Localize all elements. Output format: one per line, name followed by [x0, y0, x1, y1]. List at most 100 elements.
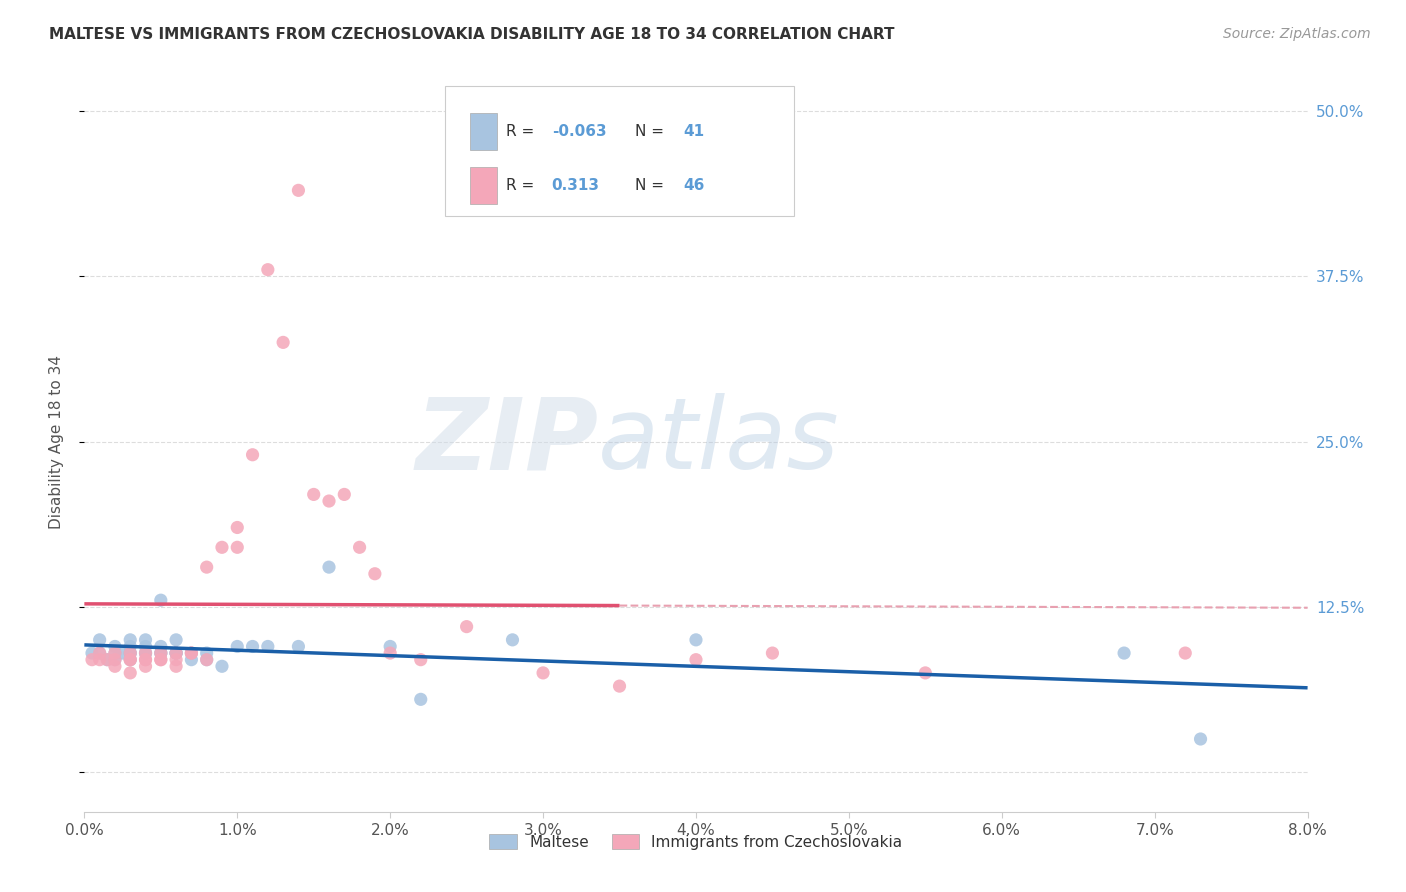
Text: ZIP: ZIP — [415, 393, 598, 490]
Point — [104, 640, 127, 654]
Point — [226, 520, 249, 534]
Point — [333, 487, 356, 501]
Point — [257, 262, 280, 277]
Point — [120, 653, 142, 667]
Point — [165, 646, 187, 660]
Text: 46: 46 — [683, 178, 706, 193]
Point — [149, 640, 172, 654]
Point — [242, 640, 264, 654]
Point — [226, 541, 249, 555]
Point — [120, 646, 142, 660]
Point — [318, 560, 340, 574]
Point — [120, 653, 142, 667]
Point — [211, 541, 233, 555]
Point — [685, 653, 707, 667]
Text: 41: 41 — [683, 124, 704, 139]
Point — [180, 646, 202, 660]
Point — [120, 665, 142, 680]
Point — [409, 653, 432, 667]
FancyBboxPatch shape — [470, 113, 496, 150]
Point — [135, 653, 157, 667]
Point — [409, 692, 432, 706]
Point — [380, 646, 402, 660]
Point — [761, 646, 783, 660]
Point — [135, 646, 157, 660]
Point — [104, 646, 127, 660]
Point — [149, 653, 172, 667]
Point — [271, 335, 294, 350]
Point — [380, 640, 402, 654]
Point — [180, 653, 202, 667]
Point — [104, 646, 127, 660]
FancyBboxPatch shape — [446, 87, 794, 216]
Point — [104, 653, 127, 667]
Point — [364, 566, 387, 581]
Point — [165, 646, 187, 660]
Text: atlas: atlas — [598, 393, 839, 490]
Point — [195, 646, 218, 660]
Point — [120, 653, 142, 667]
Text: Source: ZipAtlas.com: Source: ZipAtlas.com — [1223, 27, 1371, 41]
Point — [135, 653, 157, 667]
Point — [135, 640, 157, 654]
Point — [120, 646, 142, 660]
Text: 0.313: 0.313 — [551, 178, 599, 193]
Point — [180, 646, 202, 660]
Text: -0.063: -0.063 — [551, 124, 606, 139]
Text: N =: N = — [636, 124, 669, 139]
Point — [195, 653, 218, 667]
Point — [120, 640, 142, 654]
Point — [135, 659, 157, 673]
Point — [89, 653, 111, 667]
Point — [318, 494, 340, 508]
Point — [257, 640, 280, 654]
Point — [96, 653, 118, 667]
Point — [211, 659, 233, 673]
Point — [165, 646, 187, 660]
Point — [89, 632, 111, 647]
Point — [165, 632, 187, 647]
Y-axis label: Disability Age 18 to 34: Disability Age 18 to 34 — [49, 354, 63, 529]
Point — [120, 646, 142, 660]
Point — [80, 653, 103, 667]
Point — [96, 653, 118, 667]
Point — [287, 183, 309, 197]
Point — [89, 646, 111, 660]
Point — [302, 487, 325, 501]
Point — [149, 646, 172, 660]
Legend: Maltese, Immigrants from Czechoslovakia: Maltese, Immigrants from Czechoslovakia — [484, 828, 908, 856]
Point — [111, 646, 134, 660]
Text: R =: R = — [506, 178, 540, 193]
Point — [135, 646, 157, 660]
Point — [242, 448, 264, 462]
Point — [195, 560, 218, 574]
Point — [135, 646, 157, 660]
Point — [1114, 646, 1136, 660]
Point — [89, 646, 111, 660]
Point — [149, 593, 172, 607]
Text: R =: R = — [506, 124, 540, 139]
Point — [135, 632, 157, 647]
Text: MALTESE VS IMMIGRANTS FROM CZECHOSLOVAKIA DISABILITY AGE 18 TO 34 CORRELATION CH: MALTESE VS IMMIGRANTS FROM CZECHOSLOVAKI… — [49, 27, 894, 42]
Point — [104, 659, 127, 673]
Point — [180, 646, 202, 660]
Point — [609, 679, 631, 693]
Point — [531, 665, 554, 680]
Point — [456, 620, 478, 634]
Point — [104, 653, 127, 667]
Point — [149, 646, 172, 660]
Point — [195, 653, 218, 667]
Point — [165, 653, 187, 667]
Point — [1189, 731, 1212, 746]
Point — [165, 646, 187, 660]
Text: N =: N = — [636, 178, 669, 193]
Point — [120, 632, 142, 647]
Point — [80, 646, 103, 660]
FancyBboxPatch shape — [470, 167, 496, 204]
Point — [287, 640, 309, 654]
Point — [226, 640, 249, 654]
Point — [1174, 646, 1197, 660]
Point — [149, 646, 172, 660]
Point — [165, 659, 187, 673]
Point — [502, 632, 524, 647]
